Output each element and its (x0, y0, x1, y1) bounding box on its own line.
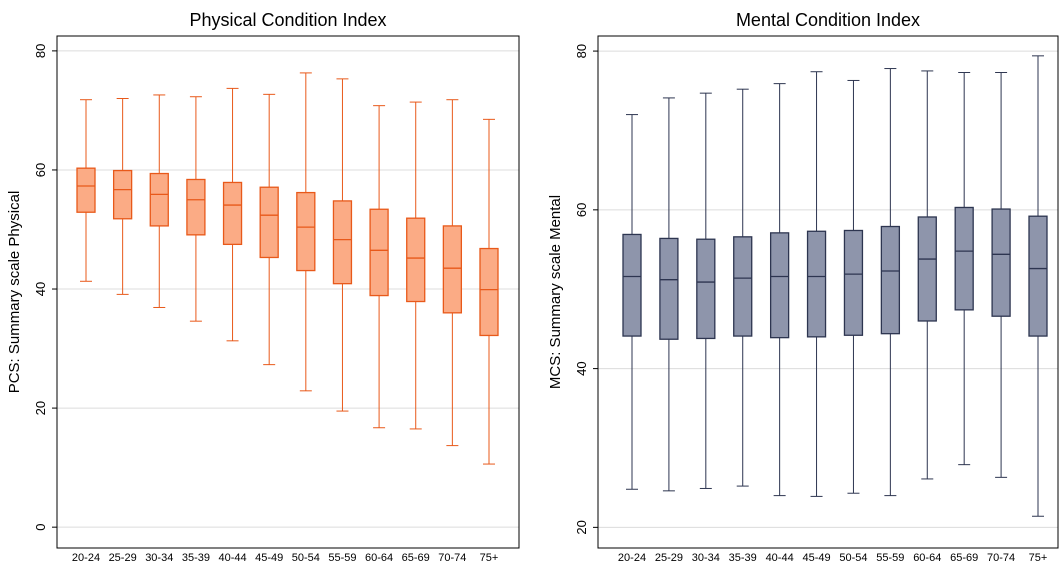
box (806, 230, 827, 338)
y-tick-label: 80 (33, 44, 48, 58)
x-tick-label: 60-64 (365, 552, 393, 564)
y-tick-label: 40 (33, 282, 48, 296)
x-tick-label: 75+ (480, 552, 499, 564)
box (917, 216, 937, 322)
plot-frame (597, 35, 1059, 549)
x-tick-label: 20-24 (618, 552, 646, 564)
y-tick-label: 80 (574, 44, 589, 58)
x-tick-label: 55-59 (876, 552, 904, 564)
x-tick-label: 35-39 (729, 552, 757, 564)
x-tick-label: 25-29 (109, 552, 137, 564)
x-tick-label: 55-59 (328, 552, 356, 564)
x-tick-label: 60-64 (913, 552, 941, 564)
x-tick-label: 35-39 (182, 552, 210, 564)
x-tick-label: 20-24 (72, 552, 100, 564)
x-tick-label: 45-49 (802, 552, 830, 564)
box (659, 237, 679, 340)
box (733, 236, 753, 337)
box (880, 225, 901, 335)
x-tick-label: 70-74 (987, 552, 1015, 564)
box (222, 181, 243, 246)
x-tick-label: 70-74 (438, 552, 466, 564)
x-tick-label: 50-54 (292, 552, 320, 564)
box (954, 206, 974, 311)
box (149, 172, 169, 227)
box (442, 225, 463, 314)
y-tick-label: 60 (574, 203, 589, 217)
box (112, 169, 133, 220)
chart-title: Physical Condition Index (189, 10, 386, 30)
plot-frame (56, 35, 520, 549)
y-tick-label: 20 (574, 520, 589, 534)
y-tick-label: 0 (33, 524, 48, 531)
x-tick-label: 40-44 (218, 552, 246, 564)
x-tick-label: 65-69 (950, 552, 978, 564)
x-tick-label: 50-54 (839, 552, 867, 564)
box (1028, 215, 1048, 337)
y-tick-label: 40 (574, 361, 589, 375)
box (479, 247, 499, 337)
y-axis-label: PCS: Summary scale Physical (6, 191, 23, 394)
box (296, 191, 316, 272)
box (406, 217, 426, 303)
x-tick-label: 45-49 (255, 552, 283, 564)
y-tick-label: 20 (33, 401, 48, 415)
box (843, 229, 864, 336)
box (622, 233, 642, 337)
box (259, 186, 279, 259)
y-tick-label: 60 (33, 163, 48, 177)
x-tick-label: 40-44 (766, 552, 794, 564)
x-tick-label: 30-34 (145, 552, 173, 564)
box (76, 167, 96, 213)
x-tick-label: 65-69 (402, 552, 430, 564)
box (991, 208, 1011, 317)
box (332, 200, 353, 285)
box (769, 232, 790, 339)
box (696, 238, 716, 340)
box (186, 178, 206, 236)
x-tick-label: 30-34 (692, 552, 720, 564)
x-tick-label: 25-29 (655, 552, 683, 564)
y-axis-label: MCS: Summary scale Mental (547, 195, 564, 389)
chart-title: Mental Condition Index (736, 10, 920, 30)
box (369, 208, 389, 297)
x-tick-label: 75+ (1029, 552, 1048, 564)
